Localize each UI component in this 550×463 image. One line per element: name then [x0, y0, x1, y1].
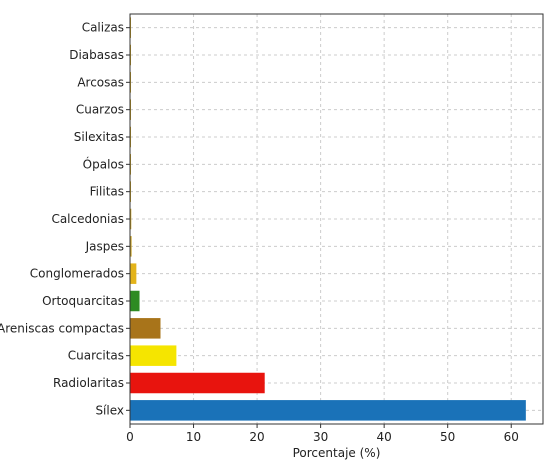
bar-areniscas-compactas — [130, 318, 161, 339]
grid-lines — [129, 14, 543, 424]
category-label: Calcedonias — [51, 212, 124, 226]
bar-calcedonias — [130, 208, 132, 230]
category-label: Cuarcitas — [68, 349, 124, 363]
x-tick-label: 0 — [126, 430, 134, 444]
category-label: Calizas — [82, 21, 124, 35]
category-label: Conglomerados — [30, 267, 124, 281]
category-label: Silexitas — [74, 130, 124, 144]
bar-sílex — [130, 400, 526, 421]
bars — [130, 17, 526, 421]
x-axis-label: Porcentaje (%) — [293, 446, 381, 460]
x-tick-label: 60 — [504, 430, 519, 444]
category-label: Cuarzos — [76, 103, 124, 117]
x-tick-label: 20 — [249, 430, 264, 444]
bar-conglomerados — [130, 263, 137, 284]
category-label: Ortoquarcitas — [42, 294, 124, 308]
x-tick-label: 40 — [377, 430, 392, 444]
category-label: Filitas — [90, 185, 124, 199]
bar-ortoquarcitas — [130, 290, 140, 312]
plot-frame — [129, 13, 544, 425]
bar-radiolaritas — [130, 372, 265, 394]
x-tick-label: 50 — [440, 430, 455, 444]
category-label: Diabasas — [69, 48, 124, 62]
category-label: Radiolaritas — [53, 376, 124, 390]
x-tick-label: 30 — [313, 430, 328, 444]
category-label: Jaspes — [85, 239, 124, 253]
category-label: Ópalos — [83, 156, 124, 171]
category-labels: Calizas Diabasas Arcosas Cuarzos Silexitas Óp… — [0, 21, 130, 417]
x-tick-label: 10 — [186, 430, 201, 444]
bar-jaspes — [130, 236, 132, 257]
x-tick-labels: 0 10 20 30 40 50 60 — [126, 424, 519, 444]
category-label: Arcosas — [77, 75, 124, 89]
category-label: Sílex — [95, 403, 124, 417]
category-label: Areniscas compactas — [0, 321, 124, 335]
bar-cuarcitas — [130, 345, 177, 366]
